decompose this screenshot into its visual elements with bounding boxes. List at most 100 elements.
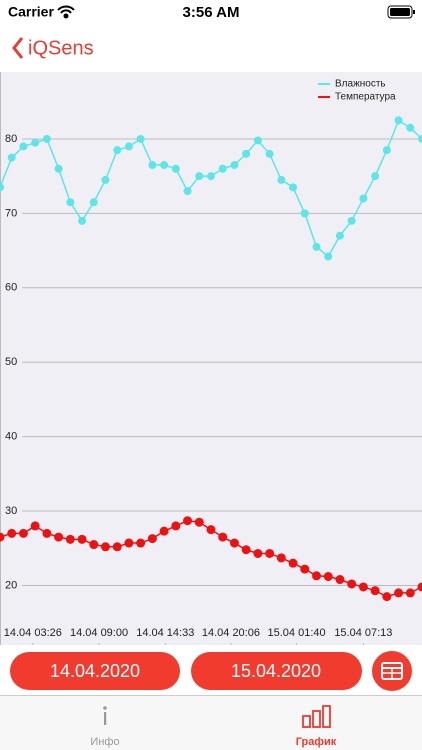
point <box>218 532 228 542</box>
point <box>277 175 286 184</box>
point <box>124 538 134 548</box>
point <box>289 183 298 192</box>
date-button[interactable]: 14.04.2020 <box>10 652 180 690</box>
point <box>300 209 309 218</box>
y-tick-label: 60 <box>5 282 17 294</box>
tab-label: График <box>296 736 337 748</box>
point <box>171 521 181 531</box>
battery-icon <box>387 5 415 19</box>
x-tick-label: 14.04 20:06 <box>202 627 260 639</box>
point <box>42 134 51 143</box>
date-label: 15.04.2020 <box>231 661 321 681</box>
wifi-icon <box>57 5 75 19</box>
y-tick-label: 70 <box>5 207 17 219</box>
back-button[interactable]: iQSens <box>12 37 94 59</box>
point <box>207 172 215 181</box>
point <box>89 540 99 550</box>
point <box>417 582 422 592</box>
x-tick-label: 14.04 09:00 <box>70 627 128 639</box>
x-tick-label: 14.04 03:26 <box>4 627 62 639</box>
point <box>241 545 251 555</box>
date-button[interactable]: 15.04.2020 <box>191 652 362 690</box>
point <box>276 553 286 563</box>
point <box>183 187 192 196</box>
point <box>18 528 28 538</box>
tab-info[interactable]: Инфо <box>90 706 120 748</box>
point <box>370 586 380 596</box>
point <box>7 528 17 538</box>
point <box>312 571 321 581</box>
point <box>394 116 403 125</box>
point <box>136 134 145 143</box>
back-chevron <box>12 37 24 59</box>
point <box>253 548 263 558</box>
point <box>171 164 180 173</box>
point <box>148 161 157 170</box>
x-tick-label: 15.04 01:40 <box>268 627 326 639</box>
point <box>323 572 333 582</box>
point <box>206 525 216 535</box>
point <box>230 161 239 170</box>
point <box>78 216 87 225</box>
point <box>112 542 122 552</box>
point <box>405 588 415 598</box>
legend-label: Влажность <box>335 79 386 90</box>
point <box>54 532 64 542</box>
x-tick-label: 15.04 07:13 <box>334 627 392 639</box>
plot-area <box>0 72 422 645</box>
point <box>30 521 40 531</box>
point <box>382 592 392 602</box>
point <box>101 542 110 552</box>
point <box>335 575 345 585</box>
point <box>77 534 87 544</box>
y-tick-label: 80 <box>5 133 17 145</box>
point <box>159 526 169 536</box>
point <box>359 194 368 203</box>
point <box>7 153 16 162</box>
point <box>324 252 333 261</box>
point <box>371 172 380 181</box>
point <box>358 582 368 592</box>
tab-graph[interactable]: График <box>296 705 337 748</box>
clock: 3:56 AM <box>183 4 240 21</box>
chart: 20 30 40 50 60 70 80 14.04 03:26 14.04 09:00 14.0… <box>0 79 422 645</box>
point <box>406 123 415 132</box>
tab-label: Инфо <box>90 736 119 748</box>
point <box>66 198 75 207</box>
y-tick-label: 40 <box>5 431 17 443</box>
point <box>229 538 239 548</box>
date-label: 14.04.2020 <box>50 661 140 681</box>
point <box>31 138 40 147</box>
carrier: Carrier <box>8 4 54 20</box>
point <box>418 134 422 143</box>
point <box>335 231 344 240</box>
point <box>265 548 275 558</box>
point <box>147 534 157 544</box>
back-label: iQSens <box>28 37 94 59</box>
legend-label: Температура <box>335 92 396 103</box>
point <box>160 161 169 170</box>
point <box>101 175 110 184</box>
y-tick-label: 30 <box>5 505 17 517</box>
point <box>183 516 193 526</box>
point <box>0 183 4 192</box>
point <box>54 164 63 173</box>
table-button[interactable] <box>372 651 412 691</box>
point <box>265 149 274 158</box>
point <box>253 136 262 145</box>
point <box>347 216 356 225</box>
point <box>124 142 133 151</box>
point <box>65 534 75 544</box>
point <box>42 528 52 538</box>
y-tick-label: 20 <box>5 579 17 591</box>
point <box>382 146 391 155</box>
point <box>242 149 251 158</box>
point <box>89 198 98 207</box>
point <box>312 242 321 251</box>
point <box>218 164 227 173</box>
point <box>0 532 5 542</box>
point <box>288 558 298 568</box>
point <box>300 564 310 574</box>
tab-bar <box>0 695 422 750</box>
point <box>136 538 146 548</box>
